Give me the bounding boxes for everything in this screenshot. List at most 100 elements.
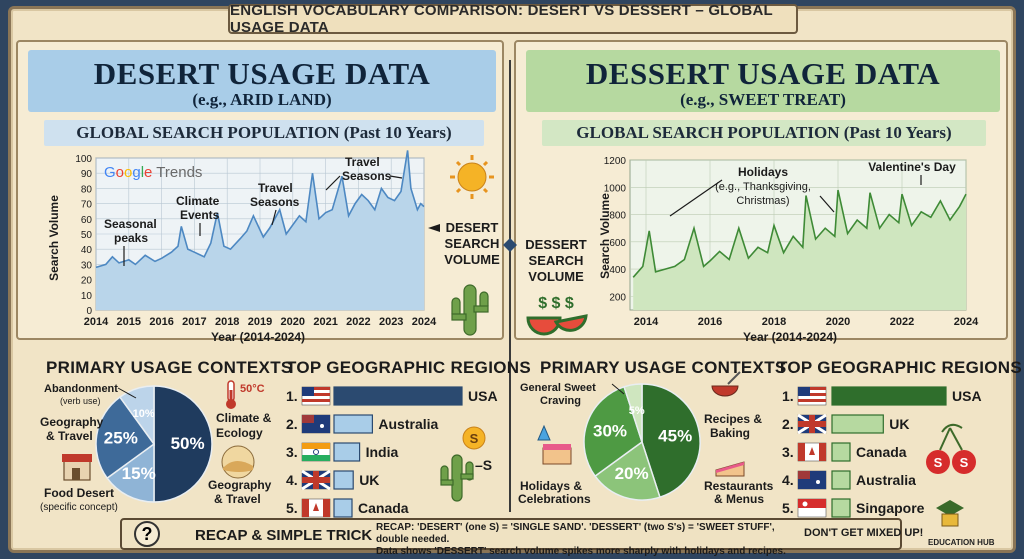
education-hub-logo [936, 500, 964, 527]
annotation-arrow [271, 209, 277, 226]
region-bar [831, 442, 851, 462]
dessert-volume-line-2: SEARCH [529, 253, 584, 268]
region-rank: 5. [286, 500, 298, 516]
brand-label: EDUCATION HUB [928, 538, 995, 547]
pie-label-climate-2: Ecology [216, 426, 263, 440]
region-bar [831, 386, 947, 406]
x-tick-label: 2015 [117, 316, 141, 328]
y-tick-label: 0 [86, 306, 92, 317]
desert-volume-line-1: DESERT [446, 220, 499, 235]
dessert-y-label: Search Volume [598, 193, 612, 279]
region-bar [333, 498, 353, 518]
desert-x-label: Year (2014-2024) [211, 330, 305, 344]
region-label: UK [889, 416, 909, 432]
y-tick-label: 50 [81, 230, 93, 241]
dessert-section-title: GLOBAL SEARCH POPULATION (Past 10 Years) [542, 120, 986, 146]
dessert-regions-title: TOP GEOGRAPHIC REGIONS [777, 358, 1022, 377]
warning-text: DON'T GET MIXED UP! [804, 527, 924, 539]
region-rank: 2. [286, 416, 298, 432]
region-label: Canada [856, 444, 907, 460]
region-bar [831, 498, 851, 518]
desert-section-title: GLOBAL SEARCH POPULATION (Past 10 Years) [44, 120, 484, 146]
annotation-arrow [669, 179, 723, 217]
recap-bar [120, 518, 902, 550]
recap-text-line-2: Data shows 'DESSERT' search volume spike… [376, 546, 786, 557]
x-tick-label: 2017 [182, 316, 206, 328]
y-tick-label: 1000 [604, 183, 627, 194]
region-bar [333, 442, 361, 462]
region-bar [831, 414, 884, 434]
pie-slice [641, 383, 701, 499]
x-tick-label: 2018 [215, 316, 239, 328]
dash-s-label: –S [475, 457, 492, 473]
dessert-subtitle: (e.g., SWEET TREAT) [680, 90, 846, 109]
region-rank: 1. [286, 388, 298, 404]
desert-y-label: Search Volume [47, 195, 61, 281]
question-icon: ? [134, 521, 160, 547]
region-rank: 4. [286, 472, 298, 488]
pie-label-restaurants-1: Restaurants [704, 479, 774, 493]
y-tick-label: 200 [609, 292, 626, 303]
dessert-volume-line-3: VOLUME [528, 269, 584, 284]
x-tick-label: 2021 [313, 316, 337, 328]
pie-slice [623, 383, 643, 443]
region-bar [831, 470, 851, 490]
desert-line-chart: 2014 2015 2016 2017 2018 2019 2020 2021 2022 2023… [47, 150, 437, 344]
x-tick-label: 2024 [412, 316, 437, 328]
dessert-pie-labels: General Sweet Craving Recipes & Baking H… [518, 371, 774, 506]
pie-label-geo-left-2: & Travel [46, 429, 93, 443]
annotation-seasons-2: Seasons [342, 169, 392, 183]
annotation-events: Events [180, 208, 220, 222]
region-bar [333, 414, 374, 434]
region-bar [333, 386, 463, 406]
recap-text: RECAP: 'DESERT' (one S) = 'SINGLE SAND'.… [376, 522, 796, 558]
thermometer-icon [226, 380, 236, 409]
region-label: UK [359, 472, 379, 488]
dessert-regions-chart: 1. USA 2. UK 3. Canada 4. Australia 5. Singapore [782, 386, 982, 518]
annotation-peaks: peaks [114, 231, 148, 245]
dessert-contexts-title: PRIMARY USAGE CONTEXTS [540, 358, 787, 377]
pie-slice-label: 15% [122, 464, 156, 483]
annotation-holidays: Holidays [738, 165, 788, 179]
region-rank: 2. [782, 416, 794, 432]
pie-slice [106, 442, 155, 503]
desert-title: DESERT USAGE DATA [93, 56, 431, 91]
desert-volume-line-3: VOLUME [444, 252, 500, 267]
annotation-seasons-1: Seasons [250, 195, 300, 209]
x-tick-label: 2014 [634, 316, 659, 328]
desert-subtitle: (e.g., ARID LAND) [192, 90, 332, 109]
y-tick-label: 800 [609, 211, 626, 222]
divider-diamond-icon [503, 238, 517, 252]
pie-slice-label: 5% [629, 405, 645, 417]
svg-text:S: S [960, 455, 969, 470]
pie-slice-label: 45% [658, 427, 692, 446]
page-title: ENGLISH VOCABULARY COMPARISON: DESERT VS… [228, 2, 798, 36]
dessert-title-box: DESSERT USAGE DATA (e.g., SWEET TREAT) [526, 50, 1000, 112]
annotation-seasonal: Seasonal [104, 217, 157, 231]
pie-slice [583, 385, 643, 478]
pie-label-abandonment: Abandonment [44, 383, 118, 395]
svg-text:S: S [470, 431, 479, 446]
pie-label-geo-left-1: Geography [40, 415, 104, 429]
y-tick-label: 30 [81, 260, 93, 271]
dessert-usage-pie: 45% 20% 30%5% [583, 383, 701, 501]
pie-slice-label: 30% [593, 422, 627, 441]
dune-icon [221, 445, 255, 479]
svg-text:S: S [934, 455, 943, 470]
pie-label-general-2: Craving [540, 395, 581, 407]
recap-text-line-1: RECAP: 'DESERT' (one S) = 'SINGLE SAND'.… [376, 522, 775, 545]
dessert-area-fill [633, 190, 966, 310]
desert-usage-pie: 50% 15% 25% 10% [95, 385, 213, 503]
desert-volume-label: DESERT SEARCH VOLUME [428, 220, 500, 267]
thermometer-label: 50°C [240, 383, 265, 395]
region-rank: 4. [782, 472, 794, 488]
x-tick-label: 2022 [346, 316, 370, 328]
dollar-signs: $ $ $ [538, 295, 574, 312]
google-trends-logo: Google Trends [104, 164, 202, 181]
x-tick-label: 2014 [84, 316, 109, 328]
desert-volume-line-2: SEARCH [445, 236, 500, 251]
region-label: India [366, 444, 399, 460]
annotation-travel-2: Travel [345, 155, 380, 169]
x-tick-label: 2022 [890, 316, 914, 328]
